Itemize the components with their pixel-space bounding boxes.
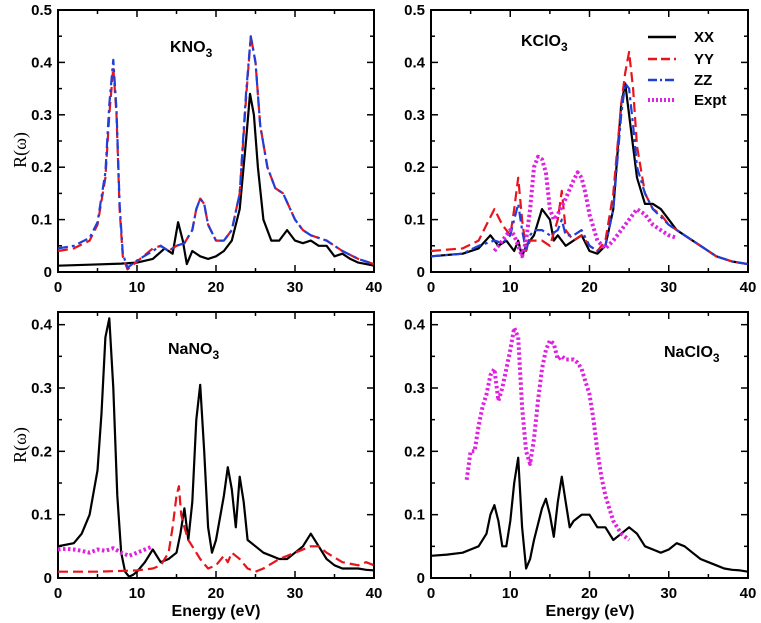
y-tick-label: 0.5 <box>404 2 425 19</box>
x-tick-label: 30 <box>287 585 304 602</box>
y-tick-label: 0.4 <box>31 317 53 334</box>
x-tick-label: 40 <box>740 585 757 602</box>
x-tick-label: 20 <box>208 585 225 602</box>
x-tick-label: 0 <box>427 585 435 602</box>
series-line-expt <box>464 325 631 542</box>
y-tick-label: 0.1 <box>404 507 425 524</box>
y-axis-label: R(ω) <box>10 427 31 463</box>
series-line-xx <box>58 317 374 578</box>
series-line-expt <box>58 544 154 558</box>
x-tick-label: 10 <box>129 585 146 602</box>
panel-kclo3: 0 10 20 30 40 0 0.1 0.2 0.3 0.4 0.5 KClO3 XX YY ZZ… <box>404 2 756 296</box>
y-tick-label: 0.4 <box>31 54 53 71</box>
y-tick-label: 0.4 <box>404 317 426 334</box>
x-tick-label: 40 <box>366 279 383 296</box>
x-tick-label: 10 <box>502 585 519 602</box>
y-tick-label: 0.4 <box>404 54 426 71</box>
panel-kno3: 0 10 20 30 40 0 0.1 0.2 0.3 0.4 0.5 KNO3 R(ω) <box>10 2 382 296</box>
x-tick-label: 10 <box>129 279 146 296</box>
panel-naclo3: 0 10 20 30 40 0 0.1 0.2 0.3 0.4 NaClO3 Energy (eV… <box>404 311 757 620</box>
series-line-xx <box>431 82 748 266</box>
series-line-yy <box>58 485 374 573</box>
panel-nano3: 0 10 20 30 40 0 0.1 0.2 0.3 0.4 NaNO3 R(ω) Energy… <box>10 311 383 620</box>
series-line-zz <box>58 35 374 269</box>
x-tick-label: 30 <box>287 279 304 296</box>
legend-label-yy: YY <box>694 51 714 68</box>
legend: XX YY ZZ Expt <box>648 29 727 109</box>
x-tick-label: 0 <box>54 585 62 602</box>
x-tick-label: 30 <box>660 279 677 296</box>
legend-label-expt: Expt <box>694 92 727 109</box>
series-line-xx <box>431 456 748 573</box>
legend-label-zz: ZZ <box>694 72 712 89</box>
y-tick-label: 0 <box>44 264 52 281</box>
y-tick-label: 0.2 <box>404 443 425 460</box>
x-tick-label: 20 <box>208 279 225 296</box>
y-tick-label: 0.1 <box>404 212 425 229</box>
y-tick-label: 0.3 <box>31 107 52 124</box>
y-tick-label: 0.3 <box>404 380 425 397</box>
series-line-zz <box>431 82 748 266</box>
x-tick-label: 40 <box>740 279 757 296</box>
y-tick-label: 0 <box>44 570 52 587</box>
legend-label-xx: XX <box>694 29 714 46</box>
y-tick-label: 0.3 <box>404 107 425 124</box>
y-tick-label: 0.2 <box>404 159 425 176</box>
panel-title: NaClO3 <box>664 344 720 365</box>
x-tick-label: 10 <box>502 279 519 296</box>
x-tick-label: 0 <box>54 279 62 296</box>
x-tick-label: 0 <box>427 279 435 296</box>
y-tick-label: 0.1 <box>31 212 52 229</box>
y-tick-label: 0.1 <box>31 507 52 524</box>
panel-title: KNO3 <box>170 39 213 60</box>
x-tick-label: 40 <box>366 585 383 602</box>
y-tick-label: 0.3 <box>31 380 52 397</box>
y-tick-label: 0.2 <box>31 159 52 176</box>
panel-title: NaNO3 <box>168 341 219 362</box>
x-tick-label: 30 <box>660 585 677 602</box>
y-tick-label: 0 <box>417 264 425 281</box>
x-axis-label: Energy (eV) <box>546 603 635 620</box>
x-axis-label: Energy (eV) <box>172 603 261 620</box>
y-tick-label: 0.2 <box>31 443 52 460</box>
series-line-xx <box>58 92 374 267</box>
y-axis-label: R(ω) <box>10 132 31 168</box>
y-tick-label: 0.5 <box>31 2 52 19</box>
y-tick-label: 0 <box>417 570 425 587</box>
series-line-yy <box>431 50 748 266</box>
x-tick-label: 20 <box>581 279 598 296</box>
series-line-expt <box>492 154 678 259</box>
x-tick-label: 20 <box>581 585 598 602</box>
panel-title: KClO3 <box>521 33 568 54</box>
